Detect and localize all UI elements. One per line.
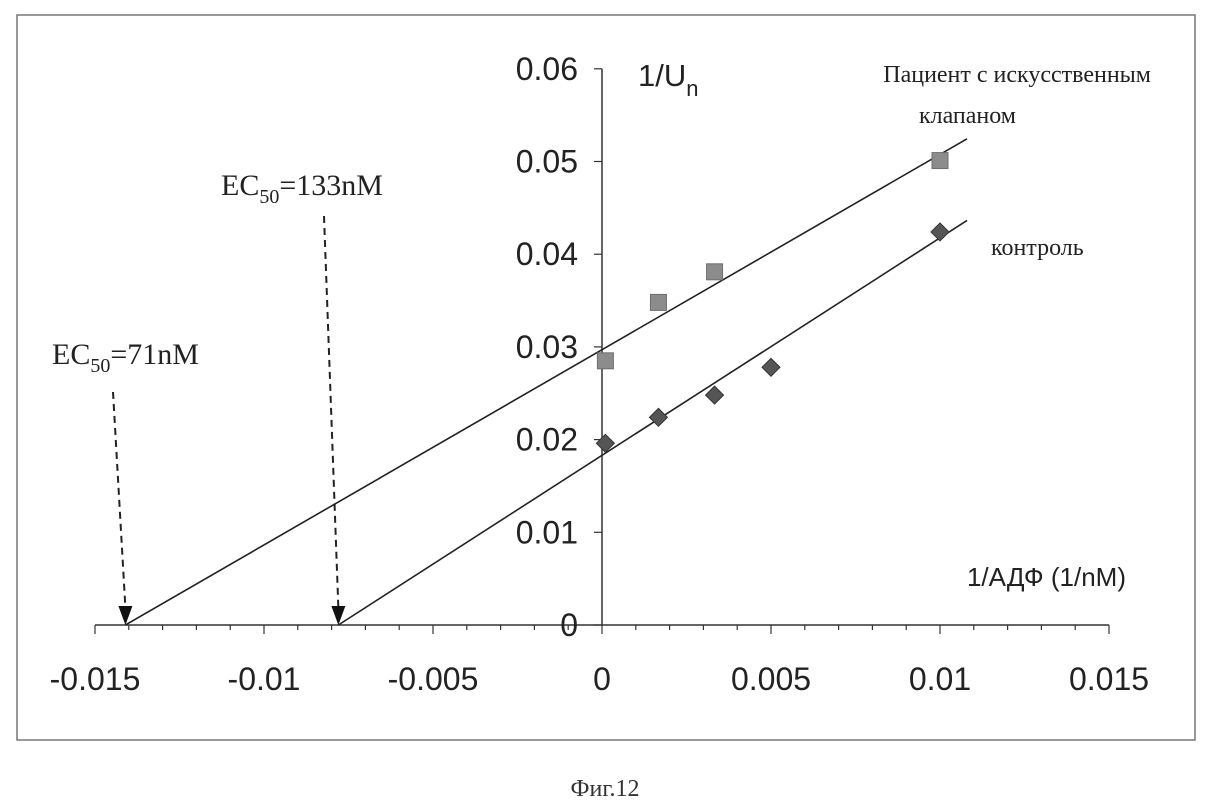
legend-series-2: контроль [991, 235, 1084, 261]
y-tick-label: 0.02 [516, 422, 578, 458]
ec50-label-value: =71nM [110, 338, 199, 371]
x-tick-label: -0.01 [228, 661, 301, 697]
x-tick-label: -0.015 [50, 661, 141, 697]
y-tick-label: 0.05 [516, 144, 578, 180]
ec50-label-value: =133nM [279, 169, 383, 202]
chart-frame: -0.015 -0.01 -0.005 0 0.005 0.01 0.015 0 0.01 0.… [16, 14, 1196, 741]
ec50-label-main: EC [52, 338, 90, 371]
legend-series-1-line2: клапаном [919, 103, 1016, 129]
x-tick-label: 0.015 [1069, 661, 1149, 697]
y-tick-label: 0.03 [516, 329, 578, 365]
marker-square [597, 353, 613, 369]
ec50-label-sub: 50 [90, 355, 110, 377]
marker-square [650, 294, 666, 310]
x-tick-label: 0.01 [909, 661, 971, 697]
x-axis-label: 1/АДФ (1/nM) [967, 562, 1126, 592]
chart-plot: -0.015 -0.01 -0.005 0 0.005 0.01 0.015 0 0.01 0.… [16, 14, 1196, 741]
y-tick-label: 0.01 [516, 514, 578, 550]
chart-border [17, 15, 1195, 740]
legend-series-1-line1: Пациент с искусственным [883, 62, 1151, 88]
x-tick-label: 0 [593, 661, 611, 697]
x-tick-label: 0.005 [731, 661, 811, 697]
y-tick-label: 0.04 [516, 236, 578, 272]
y-tick-label: 0 [560, 607, 578, 643]
ec50-label-main: EC [221, 169, 259, 202]
marker-square [932, 153, 948, 169]
marker-square [707, 264, 723, 280]
y-tick-label: 0.06 [516, 51, 578, 87]
figure-caption: Фиг.12 [0, 776, 1210, 803]
ec50-label-sub: 50 [259, 186, 279, 208]
x-tick-label: -0.005 [388, 661, 479, 697]
